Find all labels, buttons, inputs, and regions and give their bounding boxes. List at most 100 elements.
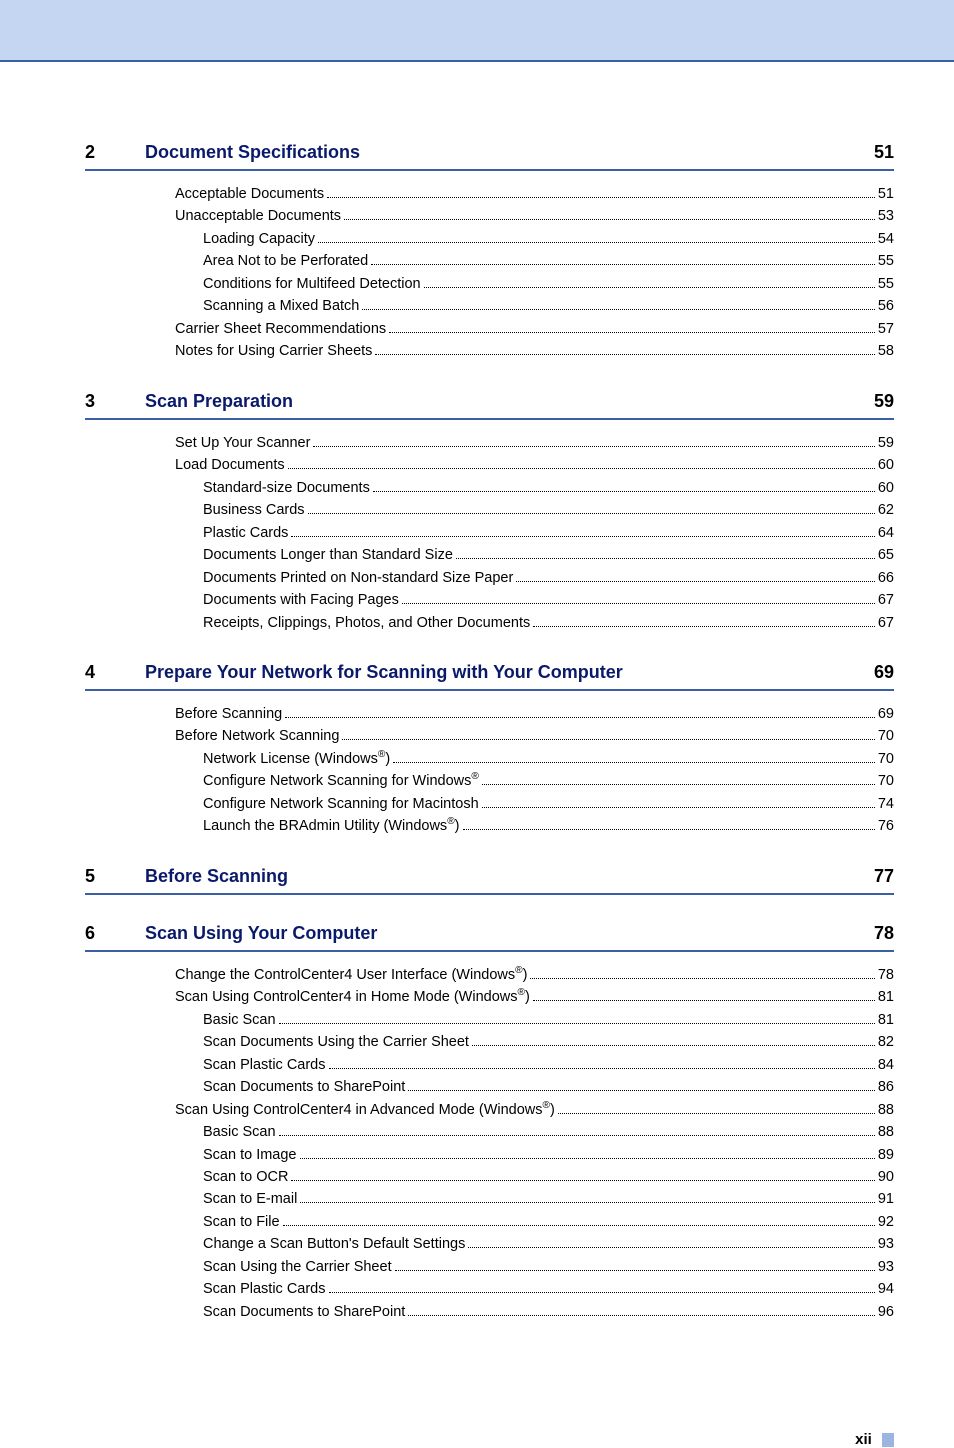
page-footer: xii: [0, 1391, 954, 1448]
toc-leader-dots: [279, 1023, 875, 1024]
toc-entry[interactable]: Standard-size Documents 60: [175, 477, 894, 499]
toc-leader-dots: [329, 1292, 875, 1293]
toc-entry[interactable]: Plastic Cards 64: [175, 522, 894, 544]
toc-entry-label: Scan to E-mail: [203, 1188, 297, 1210]
toc-entry[interactable]: Area Not to be Perforated55: [175, 250, 894, 272]
toc-entry-page: 60: [878, 477, 894, 499]
toc-entry-page: 88: [878, 1099, 894, 1121]
toc-entry-label: Set Up Your Scanner: [175, 432, 310, 454]
toc-entry-page: 66: [878, 567, 894, 589]
toc-entry[interactable]: Business Cards 62: [175, 499, 894, 521]
toc-entry[interactable]: Scan to OCR 90: [175, 1166, 894, 1188]
toc-entry-label: Scanning a Mixed Batch: [203, 295, 359, 317]
toc-entry-label: Acceptable Documents: [175, 183, 324, 205]
footer-mark-icon: [882, 1433, 894, 1447]
toc-entry-label: Scan Using ControlCenter4 in Advanced Mo…: [175, 1099, 555, 1121]
toc-leader-dots: [329, 1068, 875, 1069]
toc-entry-page: 81: [878, 1009, 894, 1031]
toc-section: 4Prepare Your Network for Scanning with …: [85, 662, 894, 838]
toc-entry[interactable]: Conditions for Multifeed Detection55: [175, 273, 894, 295]
toc-leader-dots: [482, 807, 875, 808]
toc-entry-page: 89: [878, 1144, 894, 1166]
toc-entry[interactable]: Configure Network Scanning for Windows® 7…: [175, 770, 894, 792]
toc-entry[interactable]: Carrier Sheet Recommendations 57: [175, 318, 894, 340]
toc-entry[interactable]: Acceptable Documents 51: [175, 183, 894, 205]
toc-leader-dots: [456, 558, 875, 559]
toc-leader-dots: [468, 1247, 875, 1248]
toc-leader-dots: [300, 1202, 875, 1203]
toc-entry-label: Scan to File: [203, 1211, 280, 1233]
toc-leader-dots: [402, 603, 875, 604]
chapter-title[interactable]: Scan Using Your Computer: [145, 923, 854, 944]
toc-entry[interactable]: Scan Using ControlCenter4 in Advanced Mo…: [175, 1099, 894, 1121]
toc-entry-label: Basic Scan: [203, 1121, 276, 1143]
toc-entry[interactable]: Scan Plastic Cards 84: [175, 1054, 894, 1076]
toc-entry[interactable]: Basic Scan88: [175, 1121, 894, 1143]
toc-entry[interactable]: Configure Network Scanning for Macintosh…: [175, 793, 894, 815]
section-header: 4Prepare Your Network for Scanning with …: [85, 662, 894, 691]
chapter-title[interactable]: Before Scanning: [145, 866, 854, 887]
toc-entry-page: 78: [878, 964, 894, 986]
toc-entry-page: 93: [878, 1256, 894, 1278]
chapter-title[interactable]: Document Specifications: [145, 142, 854, 163]
toc-entry-page: 70: [878, 770, 894, 792]
toc-entry-page: 90: [878, 1166, 894, 1188]
toc-entry[interactable]: Scan to Image 89: [175, 1144, 894, 1166]
section-header: 3Scan Preparation59: [85, 391, 894, 420]
toc-entry-label: Before Network Scanning: [175, 725, 339, 747]
toc-entry[interactable]: Launch the BRAdmin Utility (Windows®)76: [175, 815, 894, 837]
toc-entry[interactable]: Documents Longer than Standard Size 65: [175, 544, 894, 566]
toc-entry-label: Documents Longer than Standard Size: [203, 544, 453, 566]
toc-leader-dots: [389, 332, 875, 333]
toc-entry-page: 91: [878, 1188, 894, 1210]
section-entries: Before Scanning 69Before Network Scannin…: [85, 703, 894, 838]
toc-entry-label: Scan to Image: [203, 1144, 297, 1166]
chapter-title[interactable]: Scan Preparation: [145, 391, 854, 412]
toc-entry[interactable]: Change the ControlCenter4 User Interface…: [175, 964, 894, 986]
toc-entry-label: Network License (Windows®): [203, 748, 390, 770]
toc-entry[interactable]: Before Scanning 69: [175, 703, 894, 725]
toc-entry[interactable]: Scan Using ControlCenter4 in Home Mode (…: [175, 986, 894, 1008]
toc-entry-page: 51: [878, 183, 894, 205]
toc-entry[interactable]: Loading Capacity54: [175, 228, 894, 250]
toc-entry[interactable]: Unacceptable Documents53: [175, 205, 894, 227]
toc-leader-dots: [424, 287, 875, 288]
toc-leader-dots: [313, 446, 874, 447]
toc-leader-dots: [482, 784, 875, 785]
toc-entry-page: 67: [878, 589, 894, 611]
toc-entry[interactable]: Scan Documents to SharePoint 96: [175, 1301, 894, 1323]
toc-leader-dots: [342, 739, 874, 740]
toc-entry[interactable]: Basic Scan81: [175, 1009, 894, 1031]
toc-entry[interactable]: Change a Scan Button's Default Settings …: [175, 1233, 894, 1255]
toc-entry-page: 81: [878, 986, 894, 1008]
toc-entry[interactable]: Before Network Scanning 70: [175, 725, 894, 747]
toc-entry[interactable]: Documents with Facing Pages 67: [175, 589, 894, 611]
toc-entry-page: 76: [878, 815, 894, 837]
toc-entry[interactable]: Notes for Using Carrier Sheets58: [175, 340, 894, 362]
chapter-title[interactable]: Prepare Your Network for Scanning with Y…: [145, 662, 854, 683]
toc-entry[interactable]: Scan to E-mail 91: [175, 1188, 894, 1210]
toc-entry[interactable]: Scanning a Mixed Batch56: [175, 295, 894, 317]
toc-entry[interactable]: Network License (Windows®)70: [175, 748, 894, 770]
toc-entry[interactable]: Scan Plastic Cards 94: [175, 1278, 894, 1300]
toc-entry[interactable]: Scan Documents Using the Carrier Sheet 82: [175, 1031, 894, 1053]
toc-entry[interactable]: Scan Documents to SharePoint 86: [175, 1076, 894, 1098]
toc-entry-page: 86: [878, 1076, 894, 1098]
toc-entry-page: 67: [878, 612, 894, 634]
toc-entry-page: 62: [878, 499, 894, 521]
toc-entry[interactable]: Set Up Your Scanner59: [175, 432, 894, 454]
toc-entry[interactable]: Documents Printed on Non-standard Size P…: [175, 567, 894, 589]
toc-entry-page: 58: [878, 340, 894, 362]
toc-entry-label: Configure Network Scanning for Windows®: [203, 770, 479, 792]
section-header: 5Before Scanning77: [85, 866, 894, 895]
toc-entry-page: 82: [878, 1031, 894, 1053]
toc-entry-page: 60: [878, 454, 894, 476]
toc-entry[interactable]: Scan Using the Carrier Sheet93: [175, 1256, 894, 1278]
toc-entry-label: Scan Documents Using the Carrier Sheet: [203, 1031, 469, 1053]
toc-leader-dots: [472, 1045, 875, 1046]
toc-entry[interactable]: Receipts, Clippings, Photos, and Other D…: [175, 612, 894, 634]
toc-entry-page: 92: [878, 1211, 894, 1233]
toc-entry[interactable]: Load Documents60: [175, 454, 894, 476]
chapter-number: 6: [85, 923, 145, 944]
toc-entry[interactable]: Scan to File 92: [175, 1211, 894, 1233]
